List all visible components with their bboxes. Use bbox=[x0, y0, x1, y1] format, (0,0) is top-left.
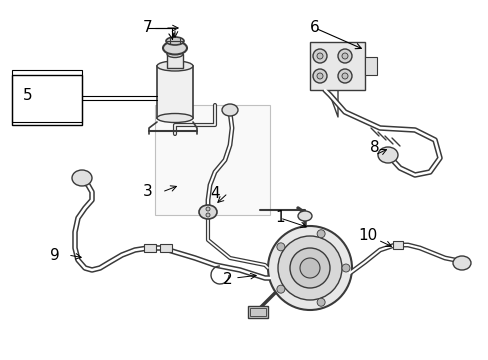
Bar bbox=[157, 66, 193, 118]
Bar bbox=[167, 54, 183, 68]
Bar bbox=[247, 306, 267, 318]
Circle shape bbox=[317, 298, 325, 306]
Text: 5: 5 bbox=[23, 87, 33, 103]
Ellipse shape bbox=[222, 104, 238, 116]
Circle shape bbox=[205, 213, 209, 217]
Text: 2: 2 bbox=[223, 273, 232, 288]
Text: 6: 6 bbox=[309, 21, 319, 36]
Circle shape bbox=[337, 69, 351, 83]
Ellipse shape bbox=[157, 61, 193, 71]
Circle shape bbox=[316, 53, 323, 59]
Circle shape bbox=[337, 49, 351, 63]
Bar bbox=[160, 244, 172, 252]
Text: 7: 7 bbox=[143, 21, 153, 36]
Circle shape bbox=[317, 230, 325, 238]
Circle shape bbox=[289, 248, 329, 288]
Bar bbox=[309, 42, 364, 90]
Text: 10: 10 bbox=[358, 228, 377, 243]
Circle shape bbox=[316, 73, 323, 79]
Circle shape bbox=[341, 73, 347, 79]
Bar bbox=[249, 308, 265, 316]
Ellipse shape bbox=[165, 37, 183, 45]
Circle shape bbox=[276, 243, 285, 251]
Bar bbox=[364, 57, 376, 75]
Ellipse shape bbox=[452, 256, 470, 270]
Bar bbox=[155, 105, 269, 215]
Text: 1: 1 bbox=[275, 211, 284, 225]
Ellipse shape bbox=[167, 50, 183, 58]
Circle shape bbox=[276, 285, 285, 293]
Circle shape bbox=[299, 258, 319, 278]
Ellipse shape bbox=[72, 170, 92, 186]
Text: 9: 9 bbox=[50, 248, 60, 262]
Ellipse shape bbox=[157, 113, 193, 122]
Text: 3: 3 bbox=[143, 184, 153, 199]
Circle shape bbox=[278, 236, 341, 300]
Bar bbox=[392, 241, 402, 249]
Text: 4: 4 bbox=[210, 185, 220, 201]
Circle shape bbox=[341, 264, 349, 272]
Ellipse shape bbox=[297, 211, 311, 221]
Bar bbox=[143, 244, 156, 252]
Ellipse shape bbox=[199, 205, 217, 219]
Bar bbox=[12, 70, 82, 122]
Circle shape bbox=[312, 49, 326, 63]
Circle shape bbox=[312, 69, 326, 83]
Ellipse shape bbox=[377, 147, 397, 163]
Bar bbox=[12, 75, 82, 125]
Circle shape bbox=[267, 226, 351, 310]
Circle shape bbox=[341, 53, 347, 59]
Circle shape bbox=[205, 207, 209, 211]
Text: 8: 8 bbox=[369, 140, 379, 156]
Ellipse shape bbox=[163, 41, 186, 54]
